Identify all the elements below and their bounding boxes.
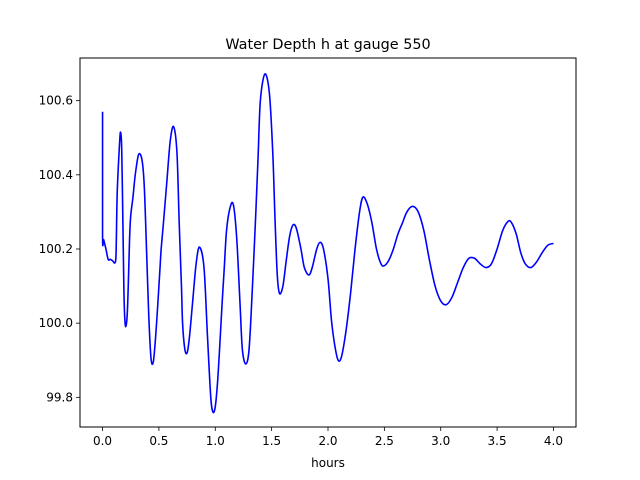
x-axis-label: hours bbox=[311, 456, 345, 470]
plot-frame bbox=[79, 57, 577, 428]
x-tick-label: 1.5 bbox=[262, 434, 281, 448]
x-tick-label: 2.0 bbox=[318, 434, 337, 448]
x-tick-label: 1.0 bbox=[206, 434, 225, 448]
y-tick-label: 100.0 bbox=[39, 316, 73, 330]
x-tick-label: 0.0 bbox=[93, 434, 112, 448]
series-line bbox=[101, 73, 554, 414]
chart-title: Water Depth h at gauge 550 bbox=[225, 37, 430, 53]
x-tick-label: 4.0 bbox=[544, 434, 563, 448]
tick-layer: 0.0 0.5 1.0 1.5 2.0 2.5 3.0 3.5 4.0 99.8 100.0 100.… bbox=[39, 94, 563, 448]
series-layer bbox=[101, 73, 554, 414]
y-tick-label: 100.4 bbox=[39, 168, 73, 182]
x-tick-label: 3.0 bbox=[431, 434, 450, 448]
y-tick-label: 99.8 bbox=[46, 390, 73, 404]
x-tick-label: 2.5 bbox=[375, 434, 394, 448]
y-tick-label: 100.6 bbox=[39, 94, 73, 108]
x-tick-label: 3.5 bbox=[488, 434, 507, 448]
x-tick-label: 0.5 bbox=[149, 434, 168, 448]
y-tick-label: 100.2 bbox=[39, 242, 73, 256]
